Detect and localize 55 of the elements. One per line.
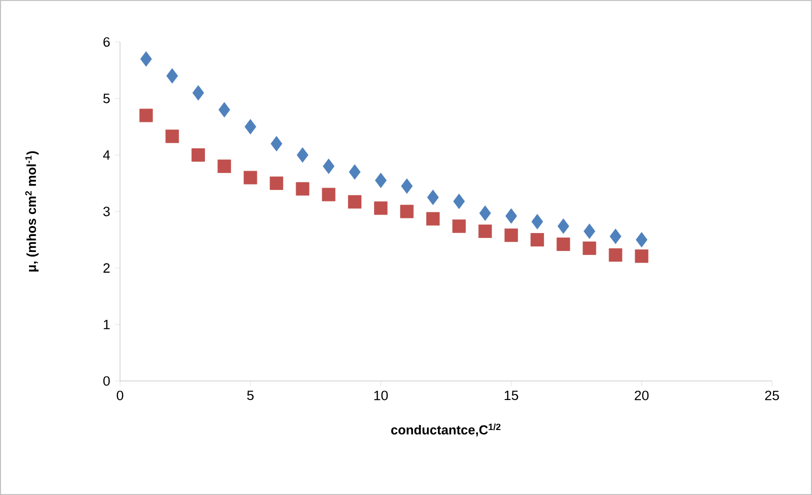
y-tick-label: 1: [104, 320, 110, 330]
point: [296, 182, 310, 196]
y-tick-label: 5: [103, 94, 110, 104]
point: [348, 195, 362, 209]
point: [582, 242, 596, 255]
point: [140, 51, 152, 67]
point: [505, 208, 518, 224]
x-tick-label: 5: [247, 390, 254, 400]
point: [348, 164, 361, 180]
x-tick-label: 15: [504, 390, 518, 400]
y-tick-label: 0: [103, 376, 110, 386]
point: [296, 147, 308, 163]
point: [452, 219, 466, 233]
point: [218, 102, 230, 118]
point: [244, 170, 258, 184]
point: [192, 148, 205, 162]
point: [322, 158, 334, 174]
x-axis-title: conductantce,C$^{1/2}$: [391, 423, 500, 436]
y-tick-label: 2: [103, 263, 110, 273]
point: [636, 232, 648, 248]
y-tick-label: 4: [103, 150, 110, 160]
point: [166, 68, 178, 84]
point: [139, 108, 153, 122]
y-axis-title: μ, (mhos cm$^{2}$ mol$^{-1}$): [25, 151, 39, 272]
point: [426, 212, 440, 226]
point: [427, 190, 439, 206]
y-tick-label: 3: [103, 206, 110, 216]
y-tick-label: 6: [103, 37, 110, 47]
point: [610, 228, 622, 244]
point: [244, 119, 256, 134]
x-tick-label: 10: [374, 390, 388, 400]
point: [453, 194, 465, 210]
x-tick-label: 25: [765, 390, 779, 400]
point: [531, 214, 544, 230]
point: [165, 130, 179, 144]
x-tick-label: 0: [116, 390, 124, 400]
x-tick-label: 20: [634, 390, 649, 400]
point: [401, 178, 413, 194]
point: [584, 224, 596, 239]
point: [504, 228, 518, 242]
point: [530, 233, 544, 246]
point: [218, 160, 232, 173]
point: [270, 176, 284, 190]
point: [270, 136, 282, 152]
point: [558, 218, 570, 234]
point: [322, 188, 336, 202]
point: [400, 204, 414, 218]
point: [192, 85, 204, 101]
point: [608, 248, 622, 262]
point: [374, 201, 388, 215]
point: [479, 205, 491, 221]
point: [478, 224, 492, 238]
point: [634, 249, 648, 263]
point: [556, 238, 570, 251]
point: [374, 172, 387, 188]
